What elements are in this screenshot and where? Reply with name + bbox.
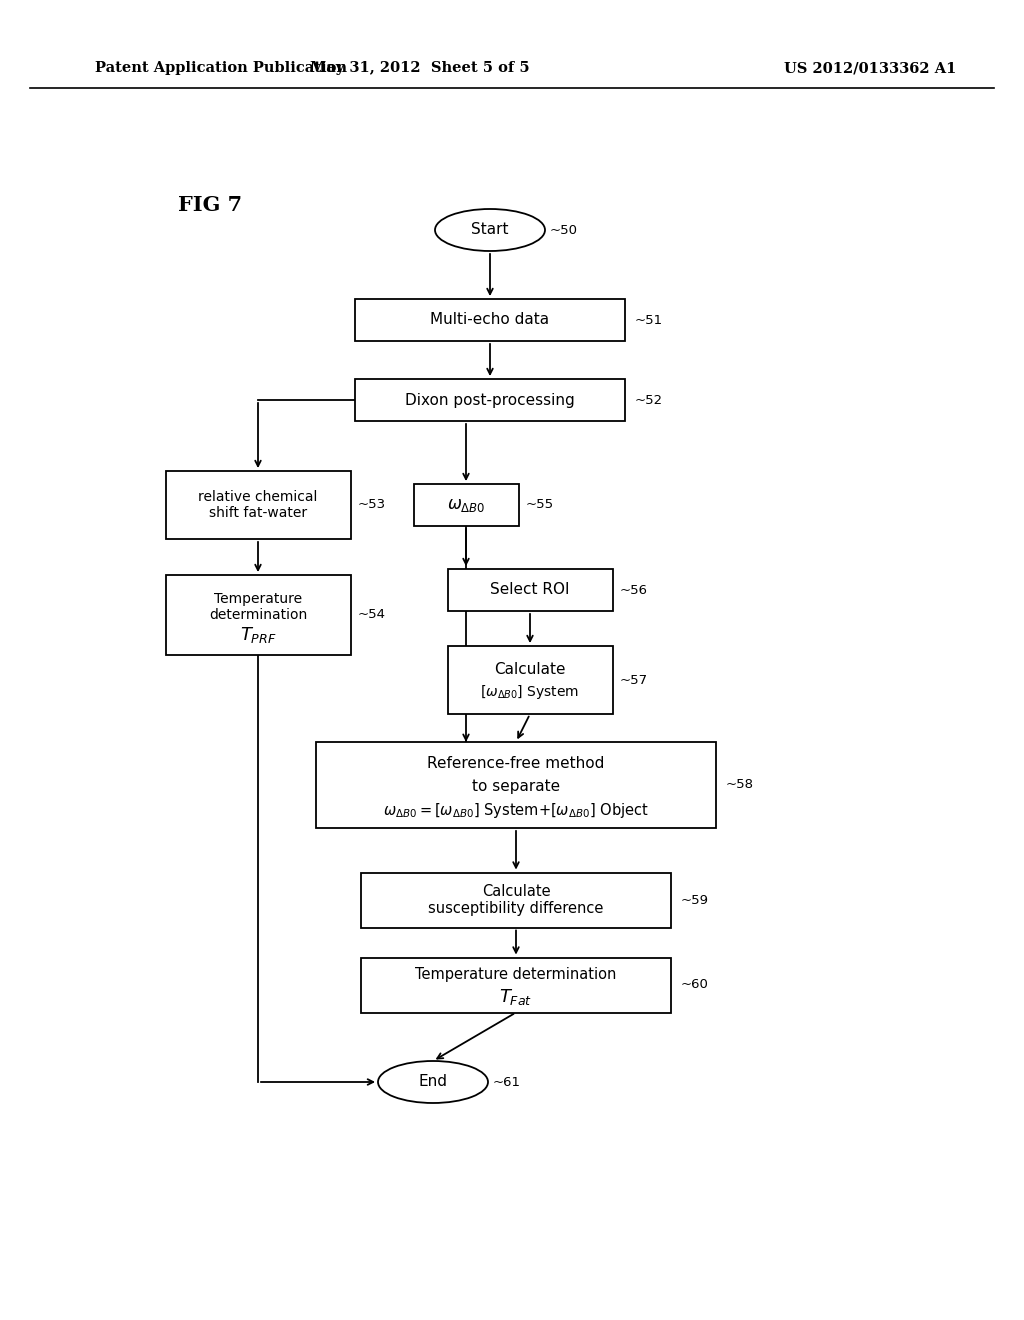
Text: Calculate
susceptibility difference: Calculate susceptibility difference: [428, 884, 604, 916]
Bar: [447, 645, 612, 714]
Text: ~58: ~58: [726, 779, 754, 792]
Text: ~51: ~51: [635, 314, 664, 326]
Text: May 31, 2012  Sheet 5 of 5: May 31, 2012 Sheet 5 of 5: [310, 61, 529, 75]
Bar: [316, 742, 716, 828]
Ellipse shape: [435, 209, 545, 251]
Text: Reference-free method: Reference-free method: [427, 755, 605, 771]
Text: ~50: ~50: [550, 223, 578, 236]
Bar: [361, 957, 671, 1012]
Text: $T_{PRF}$: $T_{PRF}$: [240, 624, 276, 645]
Text: ~54: ~54: [358, 609, 386, 622]
Text: $\omega_{\Delta B0}=[\omega_{\Delta B0}]$ System$+[\omega_{\Delta B0}]$ Object: $\omega_{\Delta B0}=[\omega_{\Delta B0}]…: [383, 801, 649, 821]
Bar: [166, 576, 350, 655]
Text: US 2012/0133362 A1: US 2012/0133362 A1: [783, 61, 956, 75]
Bar: [447, 569, 612, 611]
Text: to separate: to separate: [472, 780, 560, 795]
Text: ~60: ~60: [681, 978, 709, 991]
Text: ~53: ~53: [358, 499, 386, 511]
Text: $[\omega_{\Delta B0}]$ System: $[\omega_{\Delta B0}]$ System: [480, 682, 580, 701]
Text: Select ROI: Select ROI: [490, 582, 569, 598]
Text: $\omega_{\Delta B0}$: $\omega_{\Delta B0}$: [446, 496, 485, 513]
Text: Patent Application Publication: Patent Application Publication: [95, 61, 347, 75]
Text: $T_{Fat}$: $T_{Fat}$: [500, 987, 532, 1007]
Ellipse shape: [378, 1061, 488, 1104]
Text: End: End: [419, 1074, 447, 1089]
Bar: [414, 484, 518, 525]
Text: ~55: ~55: [526, 499, 554, 511]
Text: ~52: ~52: [635, 393, 664, 407]
Text: Start: Start: [471, 223, 509, 238]
Text: Calculate: Calculate: [495, 663, 565, 677]
Bar: [166, 471, 350, 539]
Text: ~57: ~57: [620, 673, 648, 686]
Text: Temperature
determination: Temperature determination: [209, 591, 307, 622]
Text: ~59: ~59: [681, 894, 709, 907]
Bar: [355, 379, 625, 421]
Text: Multi-echo data: Multi-echo data: [430, 313, 550, 327]
Bar: [355, 300, 625, 341]
Text: ~56: ~56: [620, 583, 648, 597]
Text: Dixon post-processing: Dixon post-processing: [406, 392, 574, 408]
Text: ~61: ~61: [493, 1076, 521, 1089]
Text: FIG 7: FIG 7: [178, 195, 242, 215]
Text: Temperature determination: Temperature determination: [416, 968, 616, 982]
Text: relative chemical
shift fat-water: relative chemical shift fat-water: [199, 490, 317, 520]
Bar: [361, 873, 671, 928]
